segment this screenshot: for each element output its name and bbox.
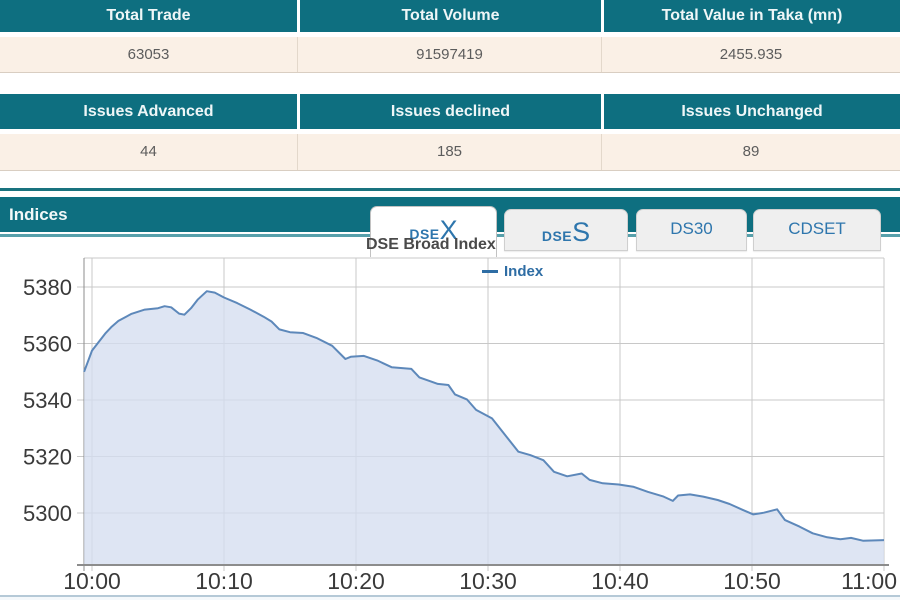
tab-cdset[interactable]: CDSET xyxy=(753,209,881,251)
summary-table-2-values: 44 185 89 xyxy=(0,134,900,171)
svg-text:10:50: 10:50 xyxy=(723,568,781,594)
issues-declined-header: Issues declined xyxy=(297,94,601,129)
bottom-divider xyxy=(0,595,900,600)
indices-top-border xyxy=(0,188,900,191)
tab-dses-label-base: DSE xyxy=(541,228,573,244)
total-value-header: Total Value in Taka (mn) xyxy=(601,0,900,32)
summary-table-2-header: Issues Advanced Issues declined Issues U… xyxy=(0,94,900,129)
tab-dsex-label-accent: X xyxy=(439,215,458,245)
chart-legend-item[interactable]: Index xyxy=(482,263,543,280)
tab-dsex[interactable]: DSE X xyxy=(370,206,497,257)
issues-declined-value: 185 xyxy=(297,134,601,170)
total-value-value: 2455.935 xyxy=(601,37,900,72)
tab-ds30-label: DS30 xyxy=(670,219,713,238)
tab-dses-label-accent: S xyxy=(572,217,591,247)
issues-unchanged-header: Issues Unchanged xyxy=(601,94,900,129)
legend-line-icon xyxy=(482,270,498,273)
svg-text:10:00: 10:00 xyxy=(63,568,121,594)
svg-text:10:30: 10:30 xyxy=(459,568,517,594)
svg-text:10:20: 10:20 xyxy=(327,568,385,594)
chart-title: DSE Broad Index xyxy=(366,236,496,253)
issues-unchanged-value: 89 xyxy=(601,134,900,170)
issues-advanced-value: 44 xyxy=(140,143,157,160)
svg-text:5300: 5300 xyxy=(23,501,72,526)
legend-label: Index xyxy=(504,263,544,280)
tab-ds30[interactable]: DS30 xyxy=(636,209,747,251)
total-volume-header: Total Volume xyxy=(297,0,601,32)
svg-text:5360: 5360 xyxy=(23,332,72,357)
svg-text:11:00: 11:00 xyxy=(841,568,897,594)
indices-title: Indices xyxy=(9,205,68,224)
tab-cdset-label: CDSET xyxy=(788,219,846,238)
svg-text:5380: 5380 xyxy=(23,275,72,300)
total-volume-value: 91597419 xyxy=(297,37,601,72)
total-trade-value: 63053 xyxy=(127,46,170,63)
svg-text:10:10: 10:10 xyxy=(195,568,253,594)
summary-table-1-values: 63053 91597419 2455.935 xyxy=(0,37,900,73)
issues-advanced-header: Issues Advanced xyxy=(83,103,214,120)
svg-text:10:40: 10:40 xyxy=(591,568,649,594)
svg-text:5320: 5320 xyxy=(23,445,72,470)
tab-dsex-label-base: DSE xyxy=(409,226,440,242)
summary-table-1-header: Total Trade Total Volume Total Value in … xyxy=(0,0,900,32)
tab-dses[interactable]: DSE S xyxy=(504,209,628,251)
total-trade-header: Total Trade xyxy=(106,7,191,24)
svg-text:5340: 5340 xyxy=(23,388,72,413)
